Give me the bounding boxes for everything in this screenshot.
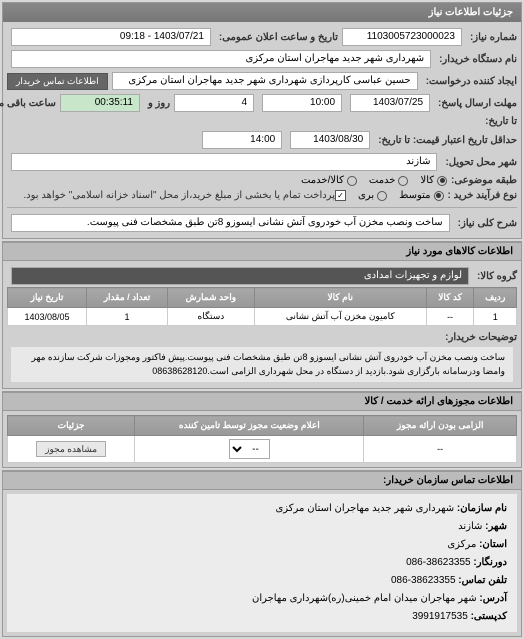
radio-dot-icon [437,176,447,186]
goods-table: ردیف کد کالا نام کالا واحد شمارش تعداد /… [7,287,517,326]
commodity-type-group: کالا خدمت کالا/خدمت [301,175,447,186]
c-city-label: شهر: [485,521,507,532]
buy-type-group: متوسط بری [358,190,444,201]
c-city: شازند [458,521,482,532]
c-addr-label: آدرس: [479,593,507,604]
cell-status: -- [135,436,364,463]
col-code: کد کالا [426,288,474,308]
deadline-label: مهلت ارسال پاسخ: [434,98,517,109]
table-row: -- -- مشاهده مجوز [8,436,517,463]
radio-khadamat-label: خدمت [369,175,396,186]
panel-permits: اطلاعات مجوزهای ارائه خدمت / کالا الزامی… [2,391,522,468]
announce-date-label: تاریخ و ساعت اعلان عمومی: [215,32,338,43]
panel4-header: اطلاعات تماس سازمان خریدار: [3,471,521,490]
org-name: شهرداری شهر جدید مهاجران استان مرکزی [11,50,431,68]
remain-time: 00:35:11 [60,94,140,112]
cell-code: -- [426,308,474,326]
panel1-header: جزئیات اطلاعات نیاز [3,3,521,22]
radio-both[interactable]: کالا/خدمت [301,175,357,186]
cell-qty: 1 [86,308,167,326]
c-prov: مرکزی [447,539,476,550]
radio-dot-icon [377,191,387,201]
radio-dot-icon [398,176,408,186]
deadline-date: 1403/07/25 [350,94,430,112]
c-post: 3991917535 [412,611,468,622]
buy-type-label: نوع فرآیند خرید : [444,190,517,201]
c-org-label: نام سازمان: [457,503,507,514]
c-tel: 38623355-086 [391,575,456,586]
buyer-note: ساخت ونصب مخزن آب خودروی آتش نشانی ایسوز… [11,347,513,382]
c-addr: شهر مهاجران میدان امام خمینی(ره)شهرداری … [252,593,477,604]
announce-date: 1403/07/21 - 09:18 [11,28,211,46]
c-fax: 38623355-086 [406,557,471,568]
treasury-checkbox[interactable] [335,190,346,201]
deadline-time: 10:00 [262,94,342,112]
group-name: لوازم و تجهیزات امدادی [11,267,469,285]
panel-need-details: جزئیات اطلاعات نیاز شماره نیاز: 11030057… [2,2,522,239]
col-date: تاریخ نیاز [8,288,87,308]
cell-date: 1403/08/05 [8,308,87,326]
to-date-label: تا تاریخ: [481,116,517,127]
cell-details: مشاهده مجوز [8,436,135,463]
creator-label: ایجاد کننده درخواست: [422,76,517,87]
payment-note: پرداخت تمام یا بخشی از مبلغ خرید،از محل … [19,190,335,201]
radio-bari-label: بری [358,190,374,201]
radio-kala-label: کالا [420,175,434,186]
panel-buyer-contact: اطلاعات تماس سازمان خریدار: نام سازمان: … [2,470,522,637]
col-row: ردیف [474,288,517,308]
radio-kala[interactable]: کالا [420,175,447,186]
table-row: 1 -- کامیون مخزن آب آتش نشانی دستگاه 1 1… [8,308,517,326]
panel-goods-info: اطلاعات کالاهای مورد نیاز گروه کالا: لوا… [2,241,522,389]
cell-row: 1 [474,308,517,326]
cell-name: کامیون مخزن آب آتش نشانی [254,308,426,326]
c-prov-label: استان: [479,539,507,550]
price-valid-date: 1403/08/30 [290,131,370,149]
col-status: اعلام وضعیت مجوز توسط تامین کننده [135,416,364,436]
creator-name: حسین عباسی کارپردازی شهرداری شهر جدید مه… [112,72,418,90]
price-valid-label: حداقل تاریخ اعتبار قیمت: تا تاریخ: [374,135,517,146]
remain-days-label: روز و [144,98,170,109]
panel3-header: اطلاعات مجوزهای ارائه خدمت / کالا [3,392,521,411]
permits-table: الزامی بودن ارائه مجوز اعلام وضعیت مجوز … [7,415,517,463]
buyer-contact-button[interactable]: اطلاعات تماس خریدار [7,73,108,90]
need-number-label: شماره نیاز: [466,32,517,43]
need-title: ساخت ونصب مخزن آب خودروی آتش نشانی ایسوز… [11,214,450,232]
col-mandatory: الزامی بودن ارائه مجوز [364,416,517,436]
deliver-city: شازند [11,153,437,171]
col-qty: تعداد / مقدار [86,288,167,308]
org-label: نام دستگاه خریدار: [435,54,517,65]
status-select[interactable]: -- [229,439,270,459]
deliver-city-label: شهر محل تحویل: [441,157,517,168]
remain-label: ساعت باقی مانده [0,98,56,109]
radio-both-label: کالا/خدمت [301,175,344,186]
cell-unit: دستگاه [168,308,255,326]
radio-average-label: متوسط [399,190,430,201]
group-label: گروه کالا: [473,271,517,282]
c-org: شهرداری شهر جدید مهاجران استان مرکزی [275,503,454,514]
radio-khadamat[interactable]: خدمت [369,175,409,186]
col-details: جزئیات [8,416,135,436]
c-fax-label: دورنگار: [473,557,507,568]
col-name: نام کالا [254,288,426,308]
radio-dot-icon [434,191,444,201]
c-tel-label: تلفن تماس: [458,575,507,586]
price-valid-time: 14:00 [202,131,282,149]
cell-mandatory: -- [364,436,517,463]
panel2-header: اطلاعات کالاهای مورد نیاز [3,242,521,261]
radio-bari[interactable]: بری [358,190,387,201]
col-unit: واحد شمارش [168,288,255,308]
contact-info: نام سازمان: شهرداری شهر جدید مهاجران است… [7,494,517,632]
commodity-type-label: طبقه موضوعی: [447,175,517,186]
need-title-label: شرح کلی نیاز: [454,218,517,229]
radio-dot-icon [347,176,357,186]
radio-average[interactable]: متوسط [399,190,443,201]
remain-days: 4 [174,94,254,112]
c-post-label: کدپستی: [471,611,507,622]
view-permit-button[interactable]: مشاهده مجوز [36,441,106,457]
buyer-note-label: توضیحات خریدار: [441,332,517,343]
need-number: 1103005723000023 [342,28,462,46]
